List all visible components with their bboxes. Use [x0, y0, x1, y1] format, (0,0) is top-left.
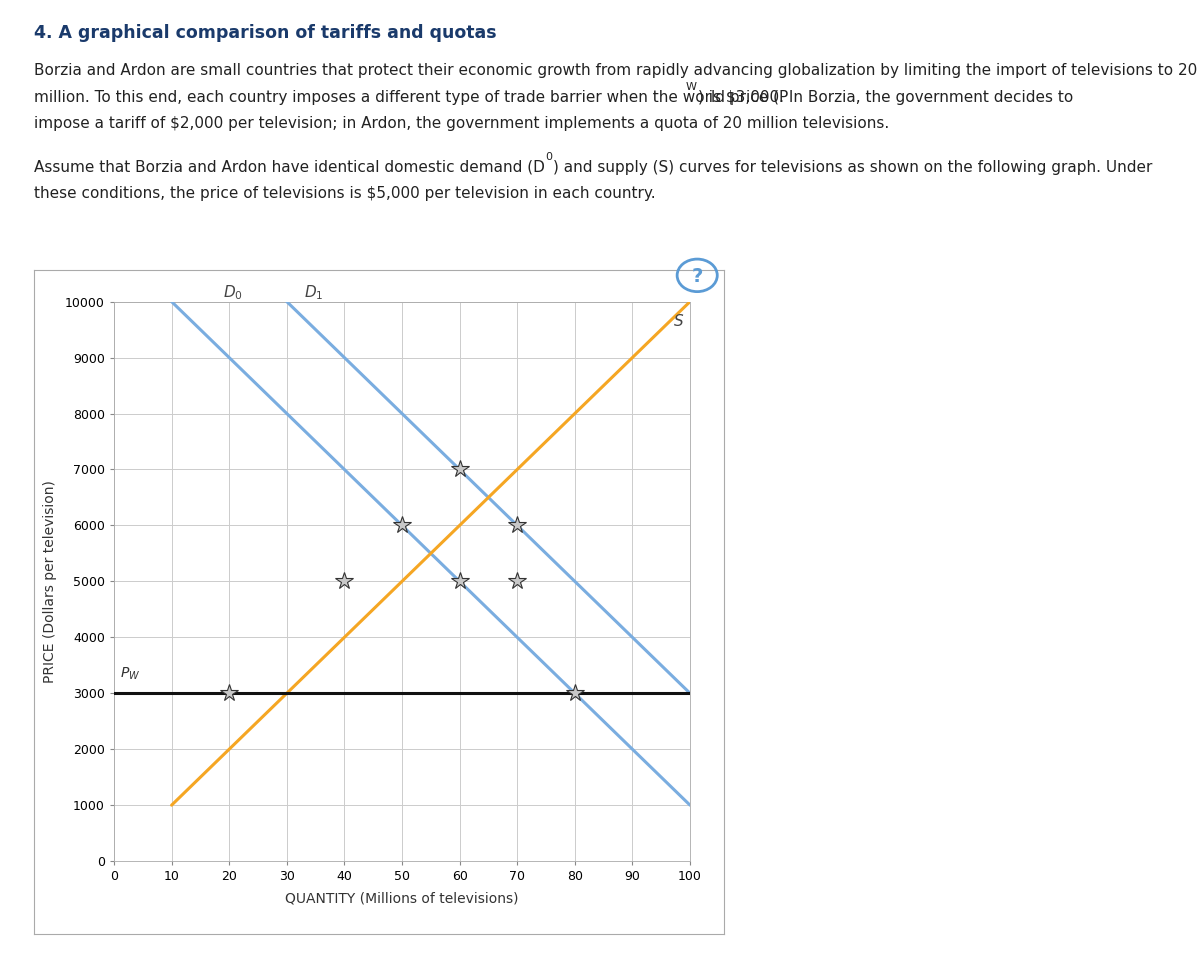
Text: ) and supply (S) curves for televisions as shown on the following graph. Under: ) and supply (S) curves for televisions …: [553, 160, 1152, 174]
Text: $D_0$: $D_0$: [223, 283, 244, 302]
X-axis label: QUANTITY (Millions of televisions): QUANTITY (Millions of televisions): [286, 891, 518, 906]
Text: these conditions, the price of televisions is $5,000 per television in each coun: these conditions, the price of televisio…: [34, 186, 655, 200]
Text: 0: 0: [545, 152, 552, 162]
Text: $D_1$: $D_1$: [304, 283, 324, 302]
Text: impose a tariff of $2,000 per television; in Ardon, the government implements a : impose a tariff of $2,000 per television…: [34, 116, 889, 130]
Text: $S$: $S$: [673, 312, 684, 329]
Text: ) is $3,000. In Borzia, the government decides to: ) is $3,000. In Borzia, the government d…: [698, 90, 1074, 104]
Text: ?: ?: [691, 267, 703, 286]
Text: Borzia and Ardon are small countries that protect their economic growth from rap: Borzia and Ardon are small countries tha…: [34, 63, 1196, 78]
Text: $P_W$: $P_W$: [120, 666, 140, 682]
Text: Assume that Borzia and Ardon have identical domestic demand (D: Assume that Borzia and Ardon have identi…: [34, 160, 545, 174]
Text: million. To this end, each country imposes a different type of trade barrier whe: million. To this end, each country impos…: [34, 90, 788, 104]
Text: W: W: [686, 82, 697, 91]
Text: 4. A graphical comparison of tariffs and quotas: 4. A graphical comparison of tariffs and…: [34, 24, 497, 42]
Y-axis label: PRICE (Dollars per television): PRICE (Dollars per television): [43, 480, 56, 683]
